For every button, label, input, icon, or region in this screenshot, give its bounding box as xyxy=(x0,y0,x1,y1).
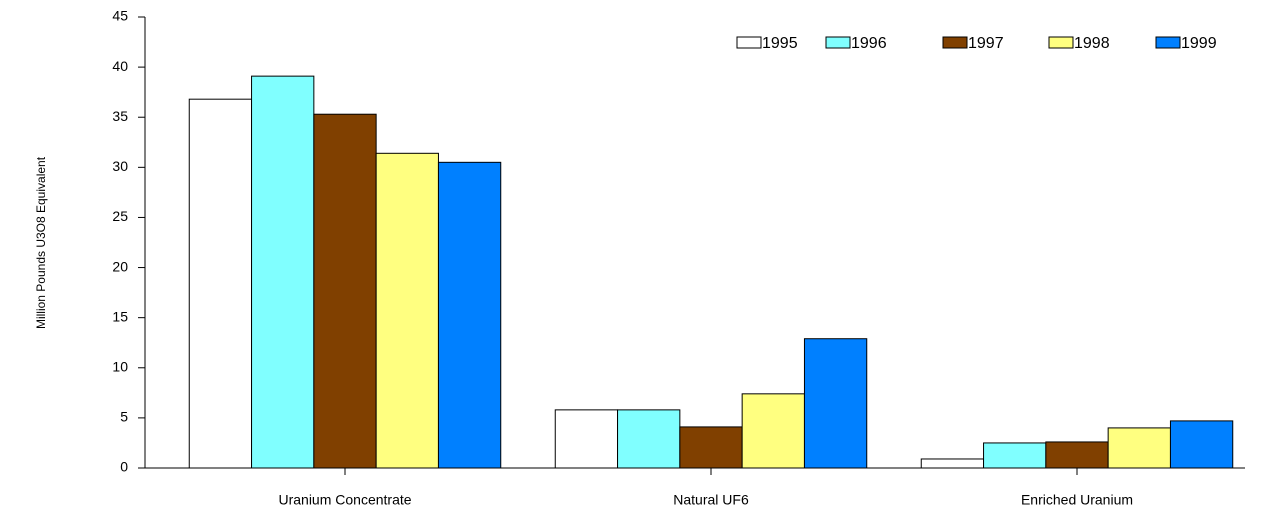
bar xyxy=(375,152,439,469)
bar xyxy=(1107,427,1171,469)
bar xyxy=(251,75,315,469)
bar xyxy=(554,409,619,469)
legend-label: 1998 xyxy=(1074,35,1110,52)
x-tick-label: Enriched Uranium xyxy=(1021,492,1133,508)
y-axis-label: Million Pounds U3O8 Equivalent xyxy=(34,156,48,329)
y-tick-label: 10 xyxy=(112,358,128,374)
legend-label: 1997 xyxy=(968,35,1004,52)
legend-label: 1995 xyxy=(762,35,798,52)
bar xyxy=(741,393,805,469)
bar xyxy=(679,426,743,469)
y-tick-label: 40 xyxy=(112,58,128,74)
legend-swatch xyxy=(736,36,762,49)
bar xyxy=(983,442,1047,469)
legend-swatch xyxy=(1048,36,1074,49)
y-tick-label: 5 xyxy=(120,409,128,425)
bar xyxy=(1045,441,1109,469)
bar xyxy=(920,458,985,469)
y-tick-label: 25 xyxy=(112,208,128,224)
bar xyxy=(437,161,502,469)
y-tick-label: 30 xyxy=(112,158,128,174)
x-tick-label: Uranium Concentrate xyxy=(278,492,411,508)
y-tick-label: 15 xyxy=(112,308,128,324)
legend-swatch xyxy=(942,36,968,49)
legend-label: 1996 xyxy=(851,35,887,52)
y-tick-label: 20 xyxy=(112,258,128,274)
legend-label: 1999 xyxy=(1181,35,1217,52)
x-tick-label: Natural UF6 xyxy=(673,492,749,508)
bar xyxy=(803,338,868,469)
legend-swatch xyxy=(825,36,851,49)
legend-swatch xyxy=(1155,36,1181,49)
y-tick-label: 45 xyxy=(112,8,128,24)
bar xyxy=(617,409,681,469)
bar xyxy=(313,113,377,469)
y-tick-label: 0 xyxy=(120,459,128,475)
y-tick-label: 35 xyxy=(112,108,128,124)
bar xyxy=(188,98,253,469)
bar xyxy=(1169,420,1234,469)
